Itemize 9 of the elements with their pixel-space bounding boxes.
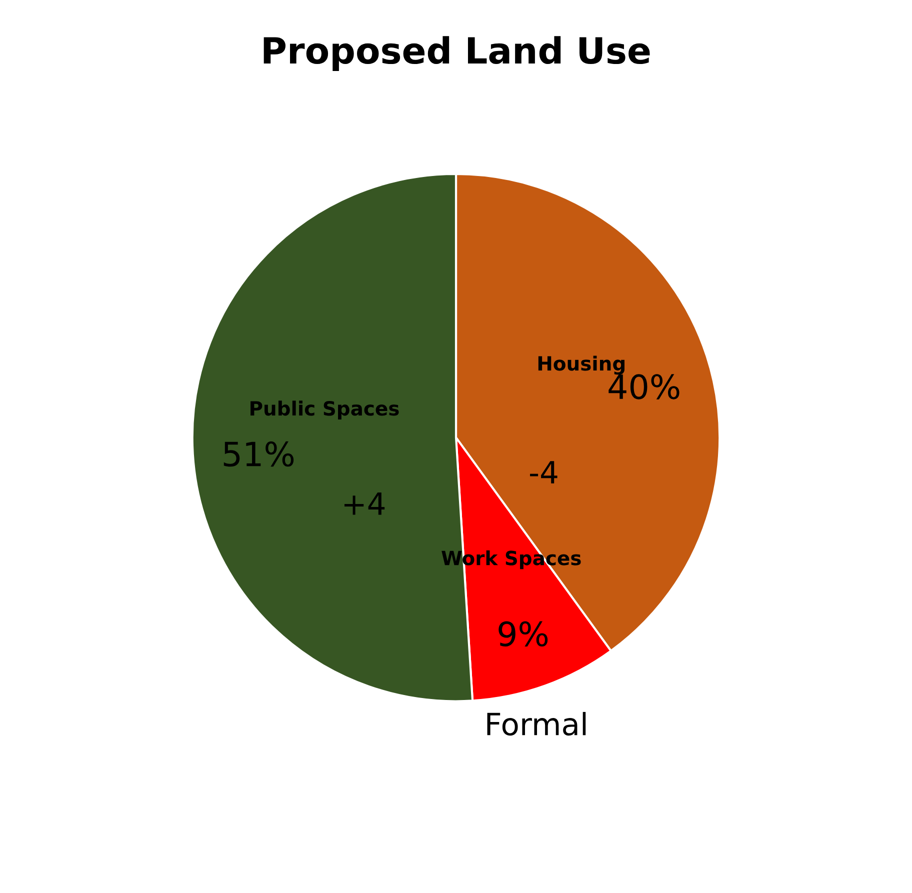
slice-label: Housing (538, 356, 624, 375)
data-label: 40% (608, 374, 680, 400)
slice-label: Public Spaces (250, 400, 399, 420)
text: Formal (487, 712, 586, 736)
data-label: 9% (498, 621, 548, 646)
text: +4 (344, 492, 385, 515)
text: -4 (530, 461, 558, 484)
chart-title: Proposed Land Use (264, 36, 650, 72)
data-label: 51% (224, 441, 294, 467)
